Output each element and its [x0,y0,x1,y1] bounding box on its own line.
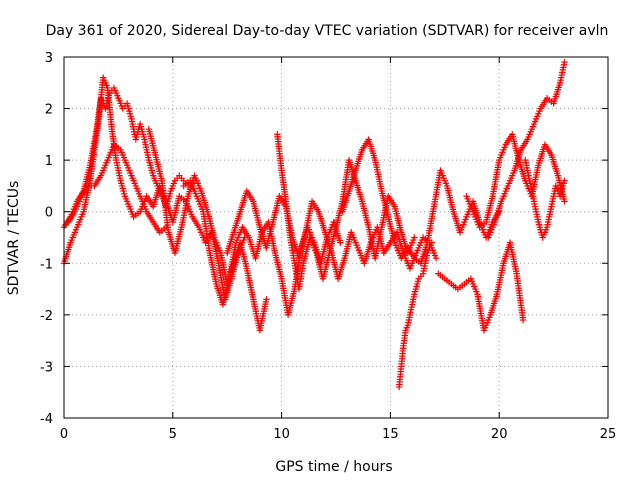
data-point [561,177,568,184]
x-tick-label: 0 [60,427,68,442]
data-point [561,58,568,66]
series-track-h [339,136,503,267]
y-tick-label: 2 [45,103,53,118]
x-tick-label: 10 [273,427,290,442]
series-track-l [485,58,568,241]
y-tick-label: 1 [45,154,53,169]
data-point [411,234,418,241]
series-track-e [180,177,344,319]
plot-frame [63,56,609,419]
x-tick-label: 5 [169,427,177,442]
y-tick-label: -3 [40,360,53,375]
series-track-m [522,156,568,241]
x-tick-label: 25 [600,427,617,442]
series-track-c [65,141,170,236]
y-tick-label: -4 [40,412,53,427]
data-points [60,58,568,391]
series-track-j [435,239,527,334]
y-tick-label: -2 [40,309,53,324]
y-tick-label: 0 [45,206,53,221]
x-axis-label: GPS time / hours [275,459,392,475]
y-tick-label: 3 [45,51,53,66]
x-tick-label: 20 [491,427,508,442]
data-point [337,239,344,246]
axis-ticks: 0 5 10 15 20 25 -4 -3 -2 -1 0 1 2 3 [40,51,616,442]
series-track-i [395,239,435,391]
data-point [428,239,435,246]
chart-title: Day 361 of 2020, Sidereal Day-to-day VTE… [46,23,609,39]
data-point [519,316,527,324]
data-point [561,198,568,205]
x-tick-label: 15 [382,427,399,442]
y-axis-label: SDTVAR / TECUs [6,181,22,296]
data-point [263,296,270,303]
grid-lines [64,57,608,418]
y-tick-label: -1 [40,257,53,272]
data-point [432,254,440,262]
